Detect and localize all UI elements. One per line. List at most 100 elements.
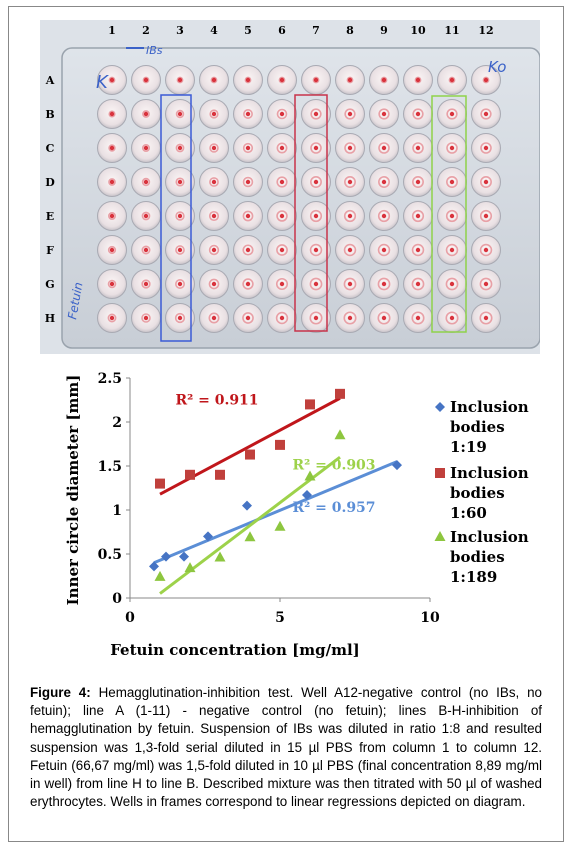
erythrocyte-dot xyxy=(177,179,183,185)
erythrocyte-ring xyxy=(108,144,116,152)
erythrocyte-ring xyxy=(142,110,150,118)
erythrocyte-ring xyxy=(275,277,289,291)
frame-column-7 xyxy=(294,94,328,332)
erythrocyte-dot xyxy=(313,111,319,117)
legend-label: 1:189 xyxy=(450,568,497,586)
erythrocyte-dot xyxy=(109,145,115,151)
erythrocyte-ring xyxy=(175,245,185,255)
legend-entry: Inclusion bodies 1:189 xyxy=(434,528,529,586)
series-2: R² = 0.911 xyxy=(155,388,345,496)
erythrocyte-dot xyxy=(347,281,353,287)
data-point xyxy=(242,500,252,511)
erythrocyte-ring xyxy=(208,244,220,256)
column-label: 3 xyxy=(176,24,184,37)
erythrocyte-dot xyxy=(245,77,251,83)
erythrocyte-dot xyxy=(449,247,455,253)
erythrocyte-dot xyxy=(279,281,285,287)
erythrocyte-dot xyxy=(245,247,251,253)
trend-line xyxy=(153,460,398,565)
erythrocyte-dot xyxy=(381,281,387,287)
data-point xyxy=(435,402,445,412)
erythrocyte-ring xyxy=(242,278,254,290)
data-point xyxy=(304,470,316,481)
column-label: 6 xyxy=(278,24,286,37)
legend-label: 1:60 xyxy=(450,504,487,522)
erythrocyte-dot xyxy=(177,145,183,151)
erythrocyte-dot xyxy=(279,247,285,253)
row-label: D xyxy=(45,176,55,189)
data-point xyxy=(154,570,166,581)
erythrocyte-ring xyxy=(411,209,425,223)
data-point xyxy=(434,531,446,541)
erythrocyte-dot xyxy=(177,213,183,219)
data-point xyxy=(245,449,255,460)
erythrocyte-ring xyxy=(378,176,390,188)
wells xyxy=(97,65,501,333)
erythrocyte-ring xyxy=(142,76,150,84)
erythrocyte-ring xyxy=(210,76,218,84)
erythrocyte-dot xyxy=(109,111,115,117)
erythrocyte-ring xyxy=(107,245,117,255)
erythrocyte-dot xyxy=(381,77,387,83)
column-labels: 1 2 3 4 5 6 7 8 9 10 11 12 xyxy=(108,24,493,37)
legend-label: bodies xyxy=(450,484,505,502)
y-axis-label: Inner circle diameter [mm] xyxy=(64,375,82,606)
erythrocyte-ring xyxy=(378,142,390,154)
erythrocyte-ring xyxy=(209,177,219,187)
data-point xyxy=(334,429,346,440)
erythrocyte-ring xyxy=(276,176,288,188)
data-point xyxy=(335,388,345,399)
erythrocyte-ring xyxy=(445,311,459,325)
erythrocyte-ring xyxy=(411,243,425,257)
erythrocyte-ring xyxy=(479,209,493,223)
erythrocyte-ring xyxy=(346,76,354,84)
erythrocyte-ring xyxy=(276,142,288,154)
erythrocyte-ring xyxy=(243,109,253,119)
erythrocyte-ring xyxy=(275,311,289,325)
erythrocyte-ring xyxy=(309,209,323,223)
legend-label: Inclusion xyxy=(450,398,529,416)
erythrocyte-dot xyxy=(279,145,285,151)
column-label: 2 xyxy=(142,24,150,37)
data-point xyxy=(149,561,159,572)
erythrocyte-dot xyxy=(415,213,421,219)
erythrocyte-ring xyxy=(141,143,151,153)
erythrocyte-dot xyxy=(211,77,217,83)
column-label: 12 xyxy=(478,24,493,37)
erythrocyte-ring xyxy=(175,211,185,221)
erythrocyte-dot xyxy=(177,111,183,117)
erythrocyte-dot xyxy=(279,213,285,219)
erythrocyte-dot xyxy=(143,315,149,321)
row-label: H xyxy=(45,312,55,325)
erythrocyte-ring xyxy=(276,108,288,120)
erythrocyte-dot xyxy=(415,281,421,287)
erythrocyte-dot xyxy=(143,281,149,287)
erythrocyte-dot xyxy=(449,315,455,321)
erythrocyte-dot xyxy=(109,213,115,219)
erythrocyte-ring xyxy=(310,108,322,120)
erythrocyte-dot xyxy=(245,315,251,321)
erythrocyte-dot xyxy=(143,213,149,219)
column-label: 11 xyxy=(444,24,459,37)
erythrocyte-ring xyxy=(244,76,252,84)
erythrocyte-dot xyxy=(449,111,455,117)
erythrocyte-ring xyxy=(378,108,390,120)
erythrocyte-dot xyxy=(313,145,319,151)
x-tick-label: 10 xyxy=(420,610,440,626)
erythrocyte-ring xyxy=(482,76,490,84)
erythrocyte-dot xyxy=(415,145,421,151)
column-label: 7 xyxy=(312,24,320,37)
legend-label: Inclusion xyxy=(450,464,529,482)
row-labels: A B C D E F G H xyxy=(45,74,56,325)
x-tick-label: 5 xyxy=(275,610,285,626)
erythrocyte-dot xyxy=(483,111,489,117)
row-label: E xyxy=(46,210,54,223)
data-point xyxy=(184,562,196,573)
erythrocyte-dot xyxy=(313,213,319,219)
erythrocyte-ring xyxy=(242,210,254,222)
erythrocyte-ring xyxy=(343,209,357,223)
erythrocyte-ring xyxy=(445,277,459,291)
erythrocyte-ring xyxy=(242,142,254,154)
row-label: C xyxy=(46,142,55,155)
